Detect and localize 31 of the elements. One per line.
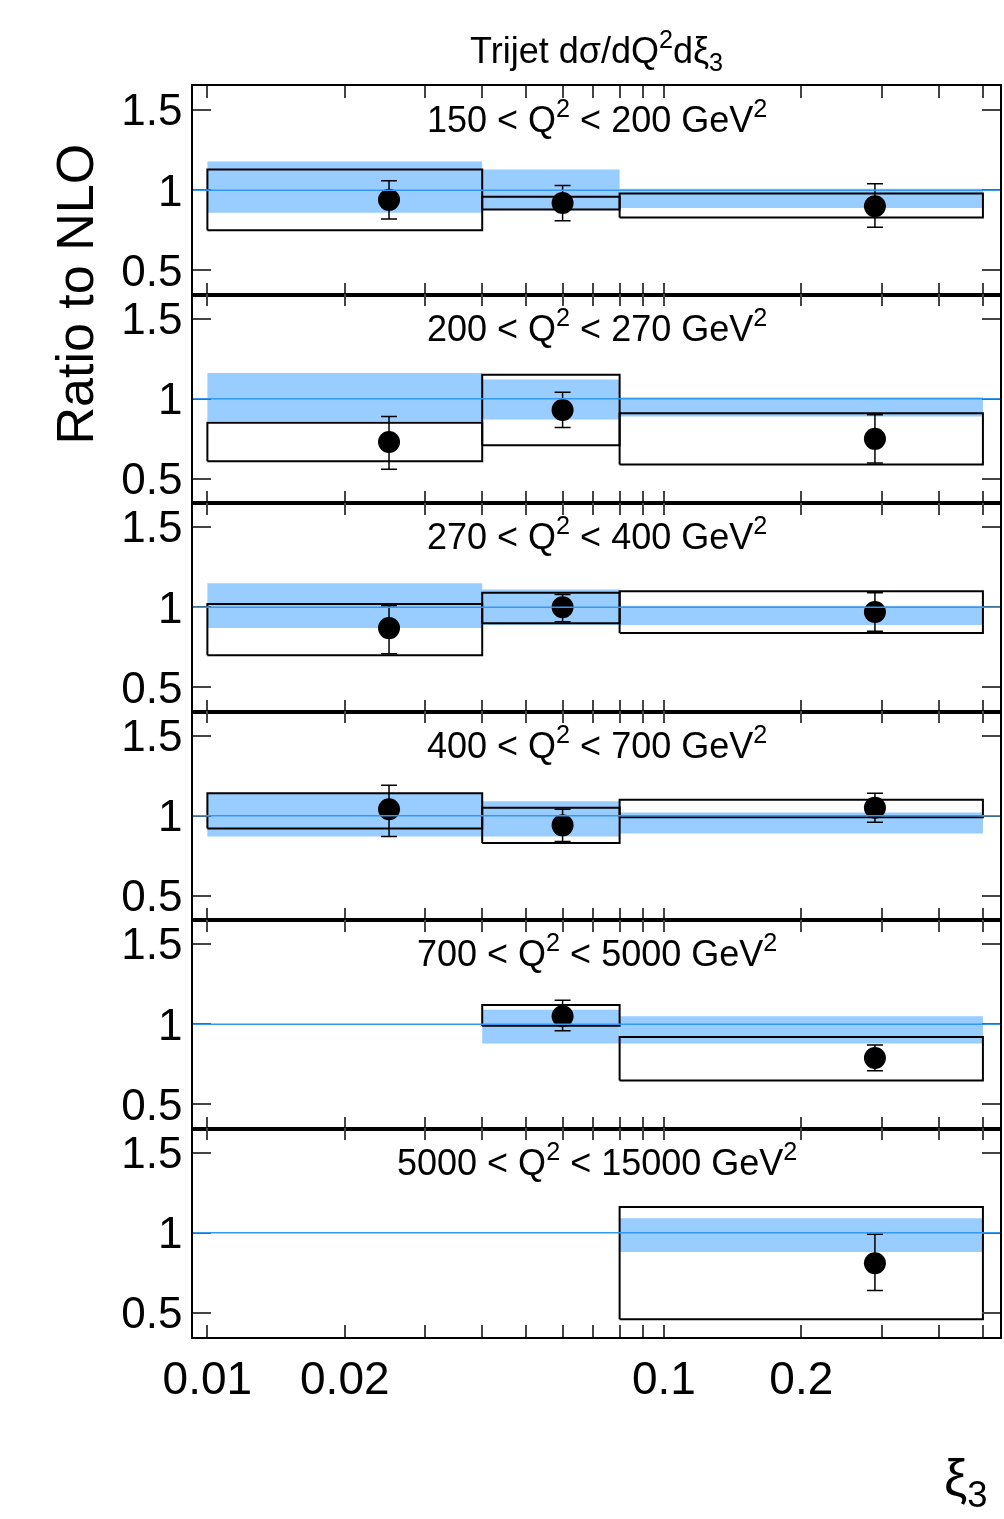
y-tick-label: 1 (157, 791, 183, 841)
annotation: 5000 < Q$^{2}$ < 15000 GeV$^{2}$ (397, 1137, 798, 1184)
x-tick-label: 0.01 (162, 1351, 253, 1404)
y-tick-label: 1 (157, 165, 183, 215)
y-tick-label: 1.5 (121, 710, 183, 760)
chart-title: Trijet dσ/dQ$^{2}$dξ$_{3}$ (470, 25, 724, 76)
y-tick-label: 1.5 (121, 293, 183, 343)
annotation: 200 < Q$^{2}$ < 270 GeV$^{2}$ (427, 303, 768, 350)
annotation: 400 < Q$^{2}$ < 700 GeV$^{2}$ (427, 720, 768, 767)
y-axis-title: Ratio to NLO (45, 143, 104, 445)
y-tick-label: 1.5 (121, 919, 183, 969)
y-tick-label: 0.5 (121, 245, 183, 295)
x-tick-label: 0.1 (631, 1351, 696, 1404)
y-tick-label: 0.5 (121, 1288, 183, 1338)
annotation: 700 < Q$^{2}$ < 5000 GeV$^{2}$ (417, 928, 778, 975)
y-tick-label: 1.5 (121, 1127, 183, 1177)
x-tick-label: 0.2 (769, 1351, 834, 1404)
y-tick-label: 1.5 (121, 502, 183, 552)
y-tick-label: 1 (157, 374, 183, 424)
annotation: 270 < Q$^{2}$ < 400 GeV$^{2}$ (427, 511, 768, 558)
annotation: 150 < Q$^{2}$ < 200 GeV$^{2}$ (427, 94, 768, 141)
x-tick-label: 0.02 (300, 1351, 390, 1404)
y-tick-label: 0.5 (121, 454, 183, 504)
y-tick-label: 0.5 (121, 1079, 183, 1129)
x-axis-title: ξ$_{3}$ (944, 1449, 988, 1515)
y-tick-label: 1.5 (121, 85, 183, 135)
y-tick-label: 1 (157, 582, 183, 632)
y-tick-label: 0.5 (121, 662, 183, 712)
y-tick-label: 1 (157, 1208, 183, 1258)
y-tick-label: 1 (157, 999, 183, 1049)
y-tick-label: 0.5 (121, 871, 183, 921)
